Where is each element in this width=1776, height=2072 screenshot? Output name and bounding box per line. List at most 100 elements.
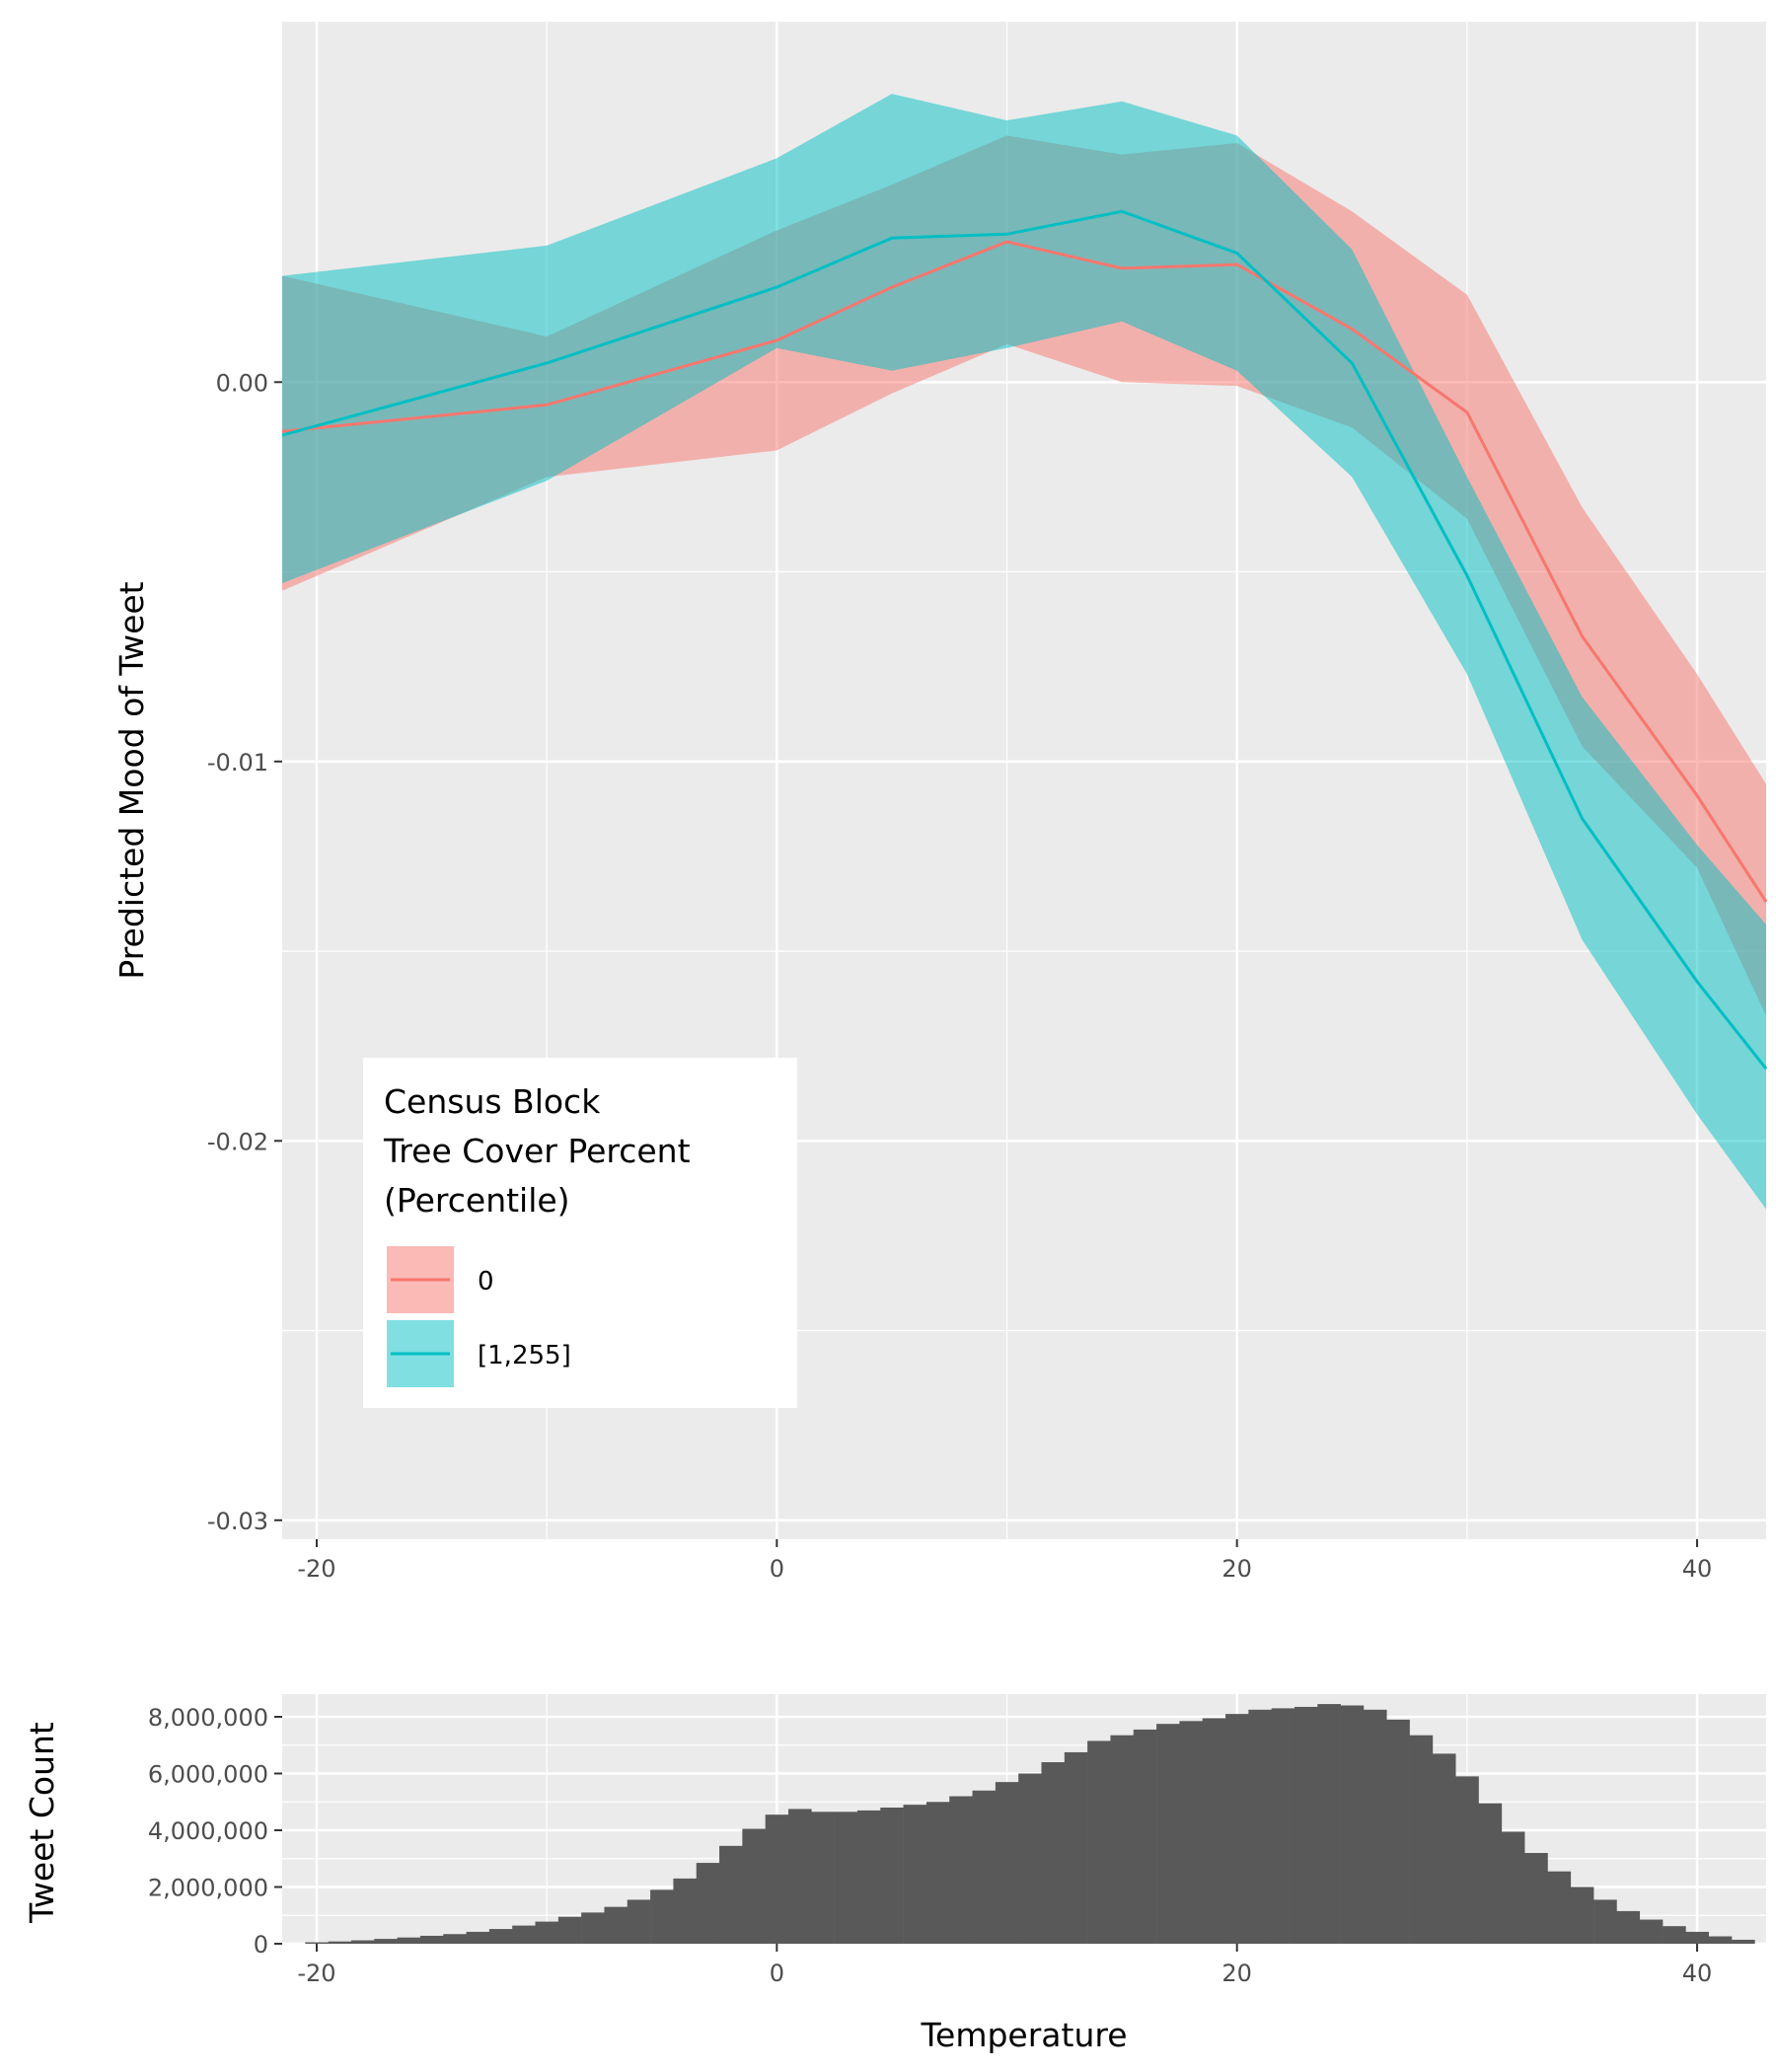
line-series-1 <box>281 209 1768 1071</box>
histogram-bar <box>1524 1853 1548 1944</box>
histogram-bar <box>1409 1735 1434 1944</box>
histogram-bar <box>557 1916 582 1944</box>
main-x-tick-label: 40 <box>1682 1555 1713 1583</box>
histogram-bar <box>1087 1740 1111 1944</box>
legend-item-1: [1,255] <box>387 1320 571 1387</box>
histogram-bar <box>1271 1708 1295 1945</box>
histogram-y-tick-label: 4,000,000 <box>148 1817 268 1845</box>
histogram-bar <box>419 1935 444 1944</box>
histogram-bar <box>1018 1773 1042 1944</box>
histogram-bar <box>1133 1729 1157 1944</box>
histogram-bars <box>305 1704 1755 1945</box>
histogram-bar <box>949 1796 973 1944</box>
histogram-y-axis: 0 2,000,000 4,000,000 6,000,000 8,000,000 <box>148 1704 282 1959</box>
legend-item-0: 0 <box>387 1246 494 1313</box>
histogram-bar <box>1570 1887 1594 1944</box>
main-x-tick-label: 20 <box>1221 1555 1252 1583</box>
main-x-axis: -20 0 20 40 <box>297 1539 1712 1583</box>
histogram-bar <box>374 1939 398 1944</box>
main-y-tick-label: -0.03 <box>207 1508 268 1535</box>
histogram-bar <box>488 1929 513 1944</box>
histogram-bar <box>1455 1776 1479 1945</box>
histogram-bar <box>1593 1899 1617 1944</box>
histogram-bar <box>1363 1709 1387 1944</box>
histogram-y-axis-title: Tweet Count <box>23 1722 61 1924</box>
histogram-y-tick-label: 8,000,000 <box>148 1704 268 1732</box>
legend-label-0: 0 <box>478 1267 494 1296</box>
histogram-plot: 0 2,000,000 4,000,000 6,000,000 8,000,000 -2… <box>23 1694 1766 2054</box>
histogram-bar <box>1432 1753 1456 1945</box>
histogram-bar <box>834 1812 858 1944</box>
main-ribbons <box>282 94 1766 1210</box>
histogram-bar <box>1317 1704 1341 1944</box>
histogram-bar <box>1685 1931 1710 1944</box>
histogram-bar <box>512 1925 536 1944</box>
histogram-bar <box>650 1889 674 1945</box>
histogram-bar <box>305 1942 329 1944</box>
histogram-bar <box>1179 1721 1204 1944</box>
histogram-bar <box>742 1828 766 1944</box>
histogram-y-tick-label: 0 <box>254 1931 268 1959</box>
main-y-axis: 0.00 -0.01 -0.02 -0.03 <box>207 369 282 1535</box>
histogram-bar <box>1110 1735 1135 1944</box>
histogram-x-tick-label: -20 <box>297 1960 335 1987</box>
main-x-tick-label: -20 <box>297 1555 335 1583</box>
legend-label-1: [1,255] <box>478 1341 571 1370</box>
main-y-axis-title: Predicted Mood of Tweet <box>112 581 151 979</box>
histogram-bar <box>1663 1926 1686 1944</box>
legend-title-line-2: Tree Cover Percent <box>383 1132 691 1170</box>
histogram-bar <box>972 1790 997 1944</box>
histogram-x-tick-label: 40 <box>1682 1960 1713 1987</box>
histogram-bar <box>1041 1762 1066 1944</box>
main-y-tick-label: -0.01 <box>207 749 268 777</box>
histogram-bar <box>328 1941 352 1944</box>
ribbon-series-1 <box>282 94 1766 1210</box>
histogram-bar <box>397 1937 421 1944</box>
histogram-bar <box>1732 1939 1755 1944</box>
histogram-bar <box>787 1809 812 1944</box>
line-series-0 <box>281 240 1768 903</box>
histogram-bar <box>1156 1724 1180 1944</box>
histogram-bar <box>627 1899 651 1944</box>
histogram-x-axis: -20 0 20 40 <box>297 1944 1712 1987</box>
histogram-bar <box>1616 1910 1641 1944</box>
histogram-bar <box>696 1863 720 1944</box>
histogram-bar <box>856 1810 881 1945</box>
histogram-bar <box>535 1921 559 1944</box>
histogram-y-tick-label: 6,000,000 <box>148 1761 268 1789</box>
main-y-tick-label: 0.00 <box>216 369 268 397</box>
histogram-bar <box>1478 1803 1503 1944</box>
main-lines <box>281 209 1768 1071</box>
main-x-tick-label: 0 <box>770 1555 784 1583</box>
histogram-bar <box>1248 1709 1272 1944</box>
histogram-x-axis-title: Temperature <box>920 2016 1127 2054</box>
main-plot: 0.00 -0.01 -0.02 -0.03 -20 0 20 40 Predicted M… <box>112 22 1768 1583</box>
histogram-x-tick-label: 0 <box>770 1960 784 1987</box>
histogram-bar <box>1340 1705 1365 1944</box>
histogram-bar <box>1708 1936 1733 1944</box>
histogram-y-tick-label: 2,000,000 <box>148 1875 268 1902</box>
histogram-bar <box>880 1808 904 1944</box>
histogram-bar <box>581 1912 605 1945</box>
histogram-bar <box>1202 1718 1226 1944</box>
histogram-bar <box>1547 1871 1572 1944</box>
histogram-bar <box>443 1934 467 1944</box>
histogram-bar <box>765 1814 789 1944</box>
histogram-x-tick-label: 20 <box>1221 1960 1252 1987</box>
legend: Census Block Tree Cover Percent (Percent… <box>363 1058 797 1408</box>
histogram-bar <box>1501 1831 1525 1944</box>
histogram-bar <box>719 1845 743 1944</box>
histogram-bar <box>466 1931 490 1944</box>
histogram-bar <box>1639 1919 1664 1944</box>
histogram-bar <box>1294 1706 1318 1944</box>
histogram-bar <box>925 1802 950 1944</box>
histogram-bar <box>1064 1751 1088 1944</box>
histogram-bar <box>903 1805 927 1945</box>
histogram-bar <box>673 1878 698 1945</box>
main-y-tick-label: -0.02 <box>207 1128 268 1155</box>
histogram-bar <box>350 1940 375 1944</box>
legend-title-line-1: Census Block <box>384 1082 601 1121</box>
histogram-bar <box>811 1812 835 1944</box>
histogram-bar <box>1225 1714 1249 1945</box>
